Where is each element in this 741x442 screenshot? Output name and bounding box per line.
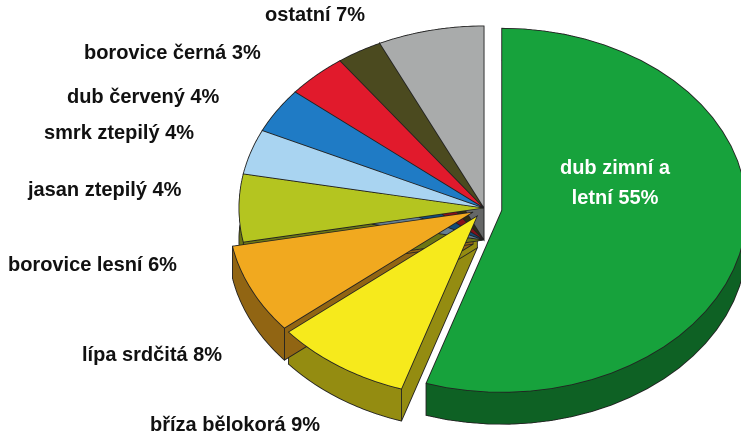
slice-label: ostatní 7% <box>265 0 365 30</box>
slice-label: bříza bělokorá 9% <box>150 410 320 440</box>
slice-label: borovice černá 3% <box>84 38 261 68</box>
value-label: 3% <box>231 42 261 64</box>
category-label: ostatní <box>265 4 331 26</box>
value-label: 4% <box>190 86 220 108</box>
slice <box>242 130 485 209</box>
value-label: 8% <box>193 344 223 366</box>
value-label: 7% <box>336 4 366 26</box>
category-label: dub červený <box>67 86 185 108</box>
category-label: lípa srdčitá <box>82 344 188 366</box>
category-label: dub zimní a letní <box>560 157 670 209</box>
slice <box>425 27 741 393</box>
category-label: borovice lesní <box>8 254 143 276</box>
slice-label: dub červený 4% <box>67 82 219 112</box>
slice-label: lípa srdčitá 8% <box>82 340 222 370</box>
category-label: borovice černá <box>84 42 227 64</box>
value-label: 55% <box>618 187 659 209</box>
slice <box>287 214 479 390</box>
category-label: bříza bělokorá <box>150 414 286 436</box>
slice <box>294 60 485 209</box>
value-label: 4% <box>152 179 182 201</box>
value-label: 6% <box>148 254 177 276</box>
slice-label: dub zimní a letní 55% <box>540 153 690 213</box>
slice-label: borovice lesní 6% <box>8 250 177 280</box>
category-label: smrk ztepilý <box>44 122 160 144</box>
slice <box>379 25 485 210</box>
slice-label: jasan ztepilý 4% <box>28 175 181 205</box>
value-label: 9% <box>291 414 321 436</box>
value-label: 4% <box>165 122 195 144</box>
slice <box>339 42 485 209</box>
slice <box>231 211 474 329</box>
slice-label: smrk ztepilý 4% <box>44 118 194 148</box>
slice <box>261 91 485 209</box>
slice <box>238 173 485 243</box>
category-label: jasan ztepilý <box>28 179 147 201</box>
